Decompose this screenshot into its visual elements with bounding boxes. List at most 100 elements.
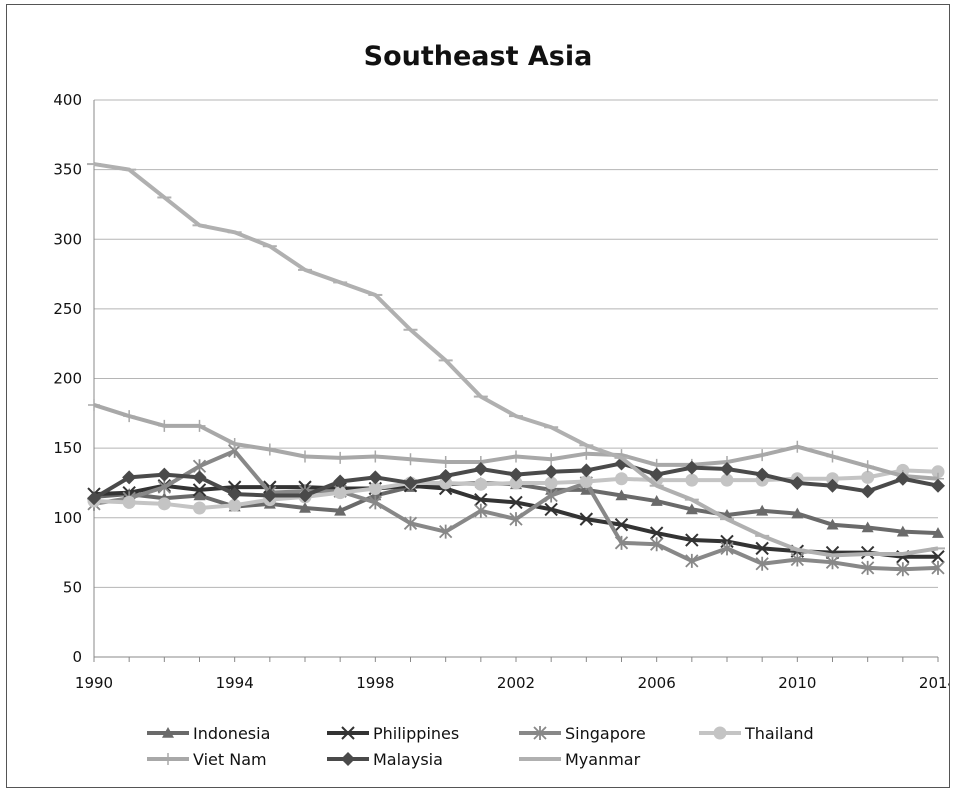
legend-label: Philippines — [373, 724, 459, 743]
data-point-malaysia — [438, 468, 453, 483]
legend-marker — [341, 752, 355, 766]
y-tick-label: 100 — [53, 509, 82, 527]
data-point-viet-nam — [756, 449, 769, 462]
data-point-thailand — [861, 470, 875, 484]
data-point-philippines — [544, 502, 558, 517]
data-point-philippines — [509, 495, 523, 510]
data-point-singapore — [650, 537, 664, 552]
x-tick-label: 1994 — [216, 674, 254, 692]
data-point-malaysia — [509, 467, 523, 482]
data-point-philippines — [192, 483, 207, 497]
legend-item-indonesia: Indonesia — [147, 724, 270, 743]
data-point-malaysia — [368, 470, 383, 485]
data-point-singapore — [614, 535, 629, 550]
data-point-singapore — [403, 516, 418, 531]
legend-item-thailand: Thailand — [699, 724, 814, 743]
series-group — [87, 162, 945, 577]
data-point-malaysia — [931, 478, 945, 493]
data-point-philippines — [579, 512, 594, 526]
data-point-malaysia — [895, 471, 910, 486]
y-tick-label: 400 — [53, 91, 82, 109]
data-point-malaysia — [192, 470, 207, 485]
legend-marker — [713, 726, 727, 740]
y-tick-label: 50 — [63, 578, 82, 596]
data-point-indonesia — [685, 503, 698, 515]
data-point-malaysia — [262, 488, 277, 503]
data-point-malaysia — [579, 463, 594, 478]
y-tick-label: 350 — [53, 161, 82, 179]
data-point-singapore — [685, 553, 699, 568]
data-point-indonesia — [299, 502, 311, 513]
x-tick-label: 2014 — [919, 674, 949, 692]
legend-item-singapore: Singapore — [519, 724, 646, 743]
data-point-singapore — [861, 560, 875, 575]
data-point-singapore — [474, 503, 488, 518]
data-point-malaysia — [298, 488, 312, 503]
data-point-malaysia — [333, 474, 348, 489]
data-point-malaysia — [544, 464, 559, 479]
line-chart: Southeast Asia 050100150200250300350400 … — [53, 41, 949, 769]
series-line-myanmar — [93, 162, 939, 558]
series-viet-nam — [88, 398, 944, 485]
y-tick-label: 0 — [72, 648, 82, 666]
data-point-indonesia — [861, 521, 874, 533]
data-point-malaysia — [403, 475, 418, 490]
data-point-indonesia — [896, 525, 909, 537]
data-point-malaysia — [684, 460, 699, 475]
data-point-indonesia — [615, 489, 628, 501]
data-point-singapore — [931, 560, 945, 575]
data-point-indonesia — [650, 495, 663, 506]
series-singapore — [87, 443, 945, 577]
data-point-singapore — [720, 541, 734, 556]
legend-label: Thailand — [744, 724, 814, 743]
data-point-malaysia — [790, 475, 805, 490]
data-point-philippines — [931, 550, 945, 564]
legend-marker — [162, 753, 174, 765]
data-point-viet-nam — [299, 450, 311, 463]
chart-title: Southeast Asia — [364, 41, 593, 72]
data-point-malaysia — [649, 467, 664, 482]
legend-label: Singapore — [565, 724, 646, 743]
data-point-viet-nam — [580, 447, 593, 460]
data-point-malaysia — [473, 462, 488, 477]
x-tick-label: 1998 — [356, 674, 394, 692]
data-point-thailand — [193, 501, 206, 515]
y-axis-ticks: 0 50 100 150 200 250 300 350 400 — [53, 91, 82, 666]
data-point-viet-nam — [123, 410, 136, 423]
data-point-indonesia — [756, 504, 769, 516]
data-point-viet-nam — [193, 419, 206, 432]
legend-marker — [162, 727, 174, 738]
data-point-viet-nam — [826, 450, 839, 463]
legend-item-viet-nam: Viet Nam — [147, 750, 267, 769]
y-tick-label: 250 — [53, 300, 82, 318]
legend-label: Indonesia — [193, 724, 270, 743]
x-tick-label: 2002 — [497, 674, 535, 692]
data-point-malaysia — [227, 487, 242, 502]
data-point-viet-nam — [369, 450, 382, 463]
data-point-singapore — [825, 555, 840, 570]
data-point-malaysia — [87, 491, 101, 506]
data-point-singapore — [509, 512, 523, 527]
legend-label: Myanmar — [565, 750, 641, 769]
y-tick-label: 150 — [53, 439, 82, 457]
data-point-thailand — [368, 482, 382, 496]
data-point-viet-nam — [334, 451, 347, 464]
data-point-malaysia — [157, 467, 172, 482]
data-point-thailand — [157, 497, 171, 511]
data-point-thailand — [685, 473, 699, 487]
data-point-thailand — [544, 476, 558, 490]
data-point-singapore — [157, 480, 171, 495]
series-malaysia — [87, 456, 945, 506]
data-point-philippines — [474, 492, 488, 507]
data-point-malaysia — [860, 484, 875, 499]
data-point-philippines — [614, 518, 629, 532]
data-point-singapore — [439, 524, 453, 539]
data-point-viet-nam — [510, 450, 522, 463]
data-point-malaysia — [122, 470, 137, 485]
data-point-malaysia — [825, 478, 840, 493]
data-point-malaysia — [720, 462, 734, 477]
data-point-singapore — [755, 556, 769, 571]
series-myanmar — [87, 162, 945, 558]
data-point-thailand — [720, 473, 734, 487]
data-point-philippines — [755, 541, 769, 556]
